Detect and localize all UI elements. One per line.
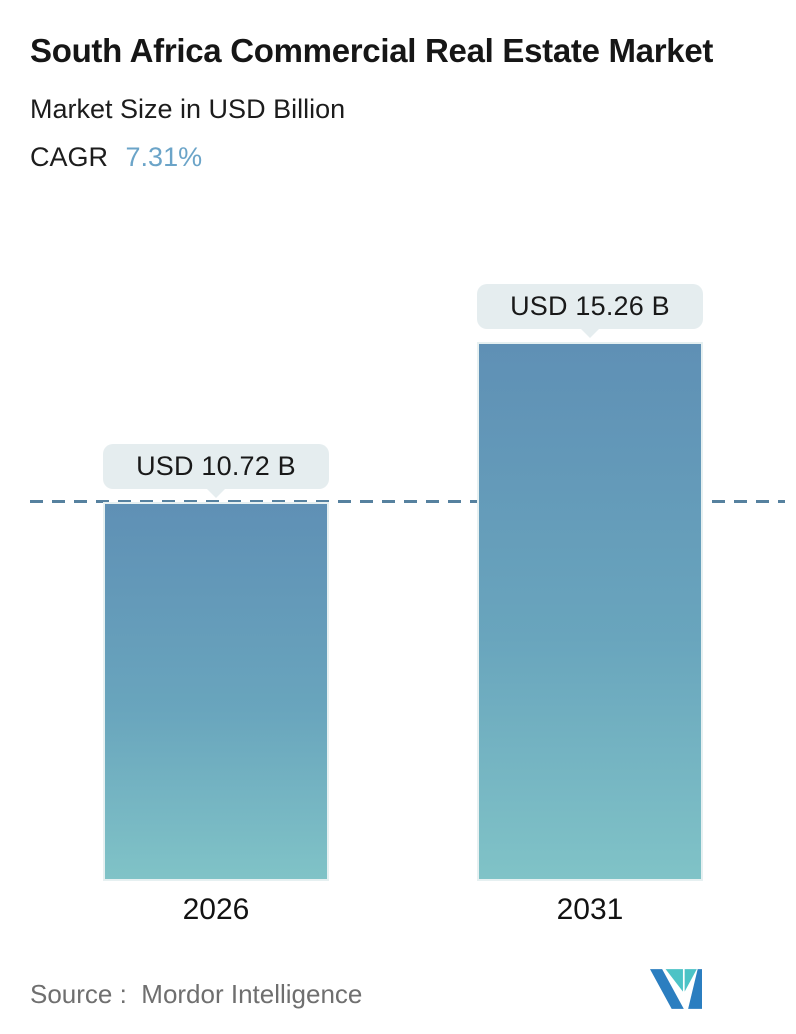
chart-subtitle: Market Size in USD Billion <box>30 94 346 124</box>
mordor-intelligence-logo-icon <box>650 969 702 1009</box>
chart-footer: Source : Mordor Intelligence <box>30 968 702 1010</box>
reference-dashed-line <box>30 500 785 503</box>
source-line: Source : Mordor Intelligence <box>30 979 362 1010</box>
bar-chart: USD 10.72 B 2026 USD 15.26 B 2031 <box>0 261 796 926</box>
x-axis-label-2026: 2026 <box>182 893 250 926</box>
tooltip-pointer <box>206 488 226 498</box>
x-axis-label-2031: 2031 <box>556 893 624 926</box>
cagr-label: CAGR <box>30 142 109 172</box>
value-tooltip-2031: USD 15.26 B <box>477 284 703 338</box>
tooltip-pointer <box>580 328 600 338</box>
chart-header: South Africa Commercial Real Estate Mark… <box>30 24 750 173</box>
cagr-value: 7.31% <box>125 142 203 172</box>
bar-2026 <box>103 502 329 881</box>
bar-group-2026: USD 10.72 B 2026 <box>103 261 329 926</box>
bar-2031 <box>477 342 703 881</box>
value-tooltip-2026: USD 10.72 B <box>103 444 329 498</box>
bar-group-2031: USD 15.26 B 2031 <box>477 261 703 926</box>
cagr-row: CAGR 7.31% <box>30 142 750 173</box>
value-label-2026: USD 10.72 B <box>136 451 296 481</box>
source-label: Source : <box>30 979 127 1009</box>
source-text: Mordor Intelligence <box>141 979 363 1009</box>
page-title: South Africa Commercial Real Estate Mark… <box>30 32 714 69</box>
value-label-2031: USD 15.26 B <box>510 291 670 321</box>
